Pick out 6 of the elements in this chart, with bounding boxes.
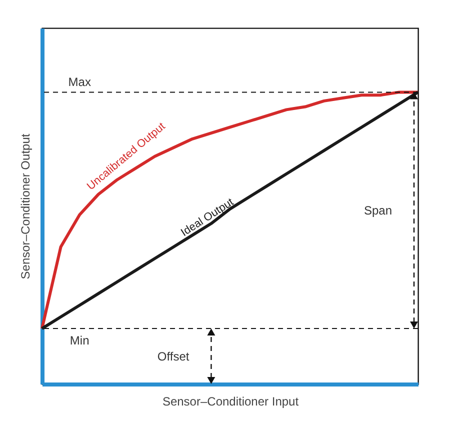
annotation: Span: [364, 203, 392, 218]
y-axis-title: Sensor–Conditioner Output: [18, 133, 32, 280]
annotation: Offset: [157, 349, 190, 364]
x-axis-title: Sensor–Conditioner Input: [162, 394, 300, 408]
ref-line-label: Max: [68, 75, 91, 90]
ref-line-label: Min: [70, 334, 90, 348]
